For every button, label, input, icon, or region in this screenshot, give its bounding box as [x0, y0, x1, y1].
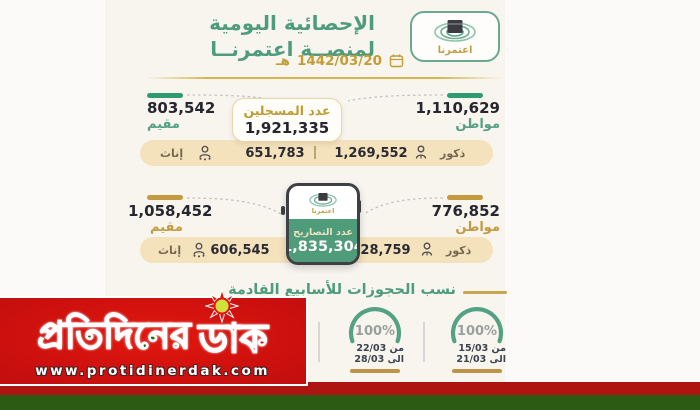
citizen-value: 776,852: [431, 202, 500, 220]
females-label: إناث: [158, 243, 182, 257]
pill-divider: [314, 146, 316, 159]
phone-app-logo: اعتمرنا: [289, 186, 357, 219]
phone-logo-wordmark: اعتمرنا: [311, 207, 335, 215]
males-label: ذكور: [446, 243, 472, 257]
watermark-brand: প্রতিদিনের ডাক: [37, 289, 269, 362]
title-line-1: الإحصائية اليومية: [209, 11, 375, 35]
gauge-week-1: 100% من 15/03 الى 21/03: [442, 305, 512, 373]
kaaba-icon: [426, 18, 484, 44]
hijri-date: 1442/03/20: [296, 52, 382, 69]
gauge-week-2: 100% من 22/03 الى 28/03: [340, 305, 410, 373]
title-line-2: لمنصــة اعتمرنــا: [210, 37, 375, 61]
gauge-percent: 100%: [354, 324, 396, 339]
permits-resident-stat: 1,058,452 مقيم: [128, 202, 212, 235]
hijri-suffix: هـ: [276, 52, 290, 69]
gauge-dates: من 22/03 الى 28/03: [354, 343, 404, 365]
calendar-icon: [389, 53, 404, 68]
gauge-arc: [348, 307, 402, 344]
phone-mockup: اعتمرنا عدد التصاريح 1,835,304: [286, 183, 360, 265]
male-users-icon: [412, 140, 430, 166]
resident-value: 1,058,452: [128, 202, 213, 220]
permits-citizen-stat: 776,852 مواطن: [432, 202, 500, 235]
females-value: 606,545: [210, 242, 270, 258]
gauge-dates: من 15/03 الى 21/03: [456, 343, 506, 365]
gauge-underline: [452, 369, 502, 373]
watermark-url: www.protidinerdak.com: [35, 363, 270, 379]
female-users-icon: [190, 237, 208, 263]
connector-bar-left-gold: [147, 195, 183, 200]
permits-title: عدد التصاريح: [293, 226, 353, 238]
permits-total: 1,835,304: [286, 238, 360, 255]
gauge-arc: [450, 307, 504, 344]
title-dash: [463, 291, 507, 294]
kaaba-icon: [309, 192, 337, 207]
females-label: إناث: [160, 146, 184, 160]
date-row: 1442/03/20 هـ: [208, 52, 404, 69]
phone-side-button: [281, 206, 285, 215]
sun-icon: [204, 289, 239, 323]
brand-text-red: ডাক: [198, 316, 269, 362]
registered-total-bubble: عدد المسجلين 1,921,335: [232, 98, 342, 142]
page-title: الإحصائية اليومية لمنصــة اعتمرنــا: [209, 10, 375, 62]
males-label: ذكور: [440, 146, 466, 160]
gauge-divider: [318, 322, 320, 362]
bookings-title: نسب الحجوزات للأسابيع القادمة: [228, 282, 456, 298]
females-value: 651,783: [245, 145, 305, 161]
resident-label: مقيم: [150, 220, 183, 235]
citizen-label: مواطن: [455, 220, 500, 235]
gauge-divider: [423, 322, 425, 362]
phone-stat-area: عدد التصاريح 1,835,304: [289, 219, 357, 262]
citizen-label: مواطن: [455, 117, 500, 132]
gold-separator: [145, 77, 502, 79]
eatmarna-logo: اعتمرنا: [410, 11, 500, 62]
watermark-logo: প্রতিদিনের ডাক www.protidinerdak.com: [0, 289, 308, 386]
gauge-underline: [350, 369, 400, 373]
resident-label: مقيم: [147, 117, 180, 132]
registered-citizen-stat: 1,110,629 مواطن: [416, 99, 500, 132]
male-users-icon: [418, 237, 436, 263]
brand-text-green: প্রতিদিনের: [37, 313, 192, 358]
resident-value: 803,542: [147, 99, 216, 117]
registered-total: 1,921,335: [244, 119, 330, 137]
gauge-percent: 100%: [456, 324, 498, 339]
males-value: 1,269,552: [334, 145, 408, 161]
connector-bar-right-gold: [447, 195, 483, 200]
registered-resident-stat: 803,542 مقيم: [147, 99, 215, 132]
green-stripe: [0, 395, 700, 410]
citizen-value: 1,110,629: [415, 99, 500, 117]
registered-gender-pill: إناث 651,783 1,269,552 ذكور: [140, 140, 493, 166]
registered-title: عدد المسجلين: [243, 103, 331, 118]
connector-bar-left: [147, 93, 183, 98]
female-users-icon: [196, 140, 214, 166]
connector-bar-right: [447, 93, 483, 98]
logo-wordmark: اعتمرنا: [437, 44, 473, 56]
